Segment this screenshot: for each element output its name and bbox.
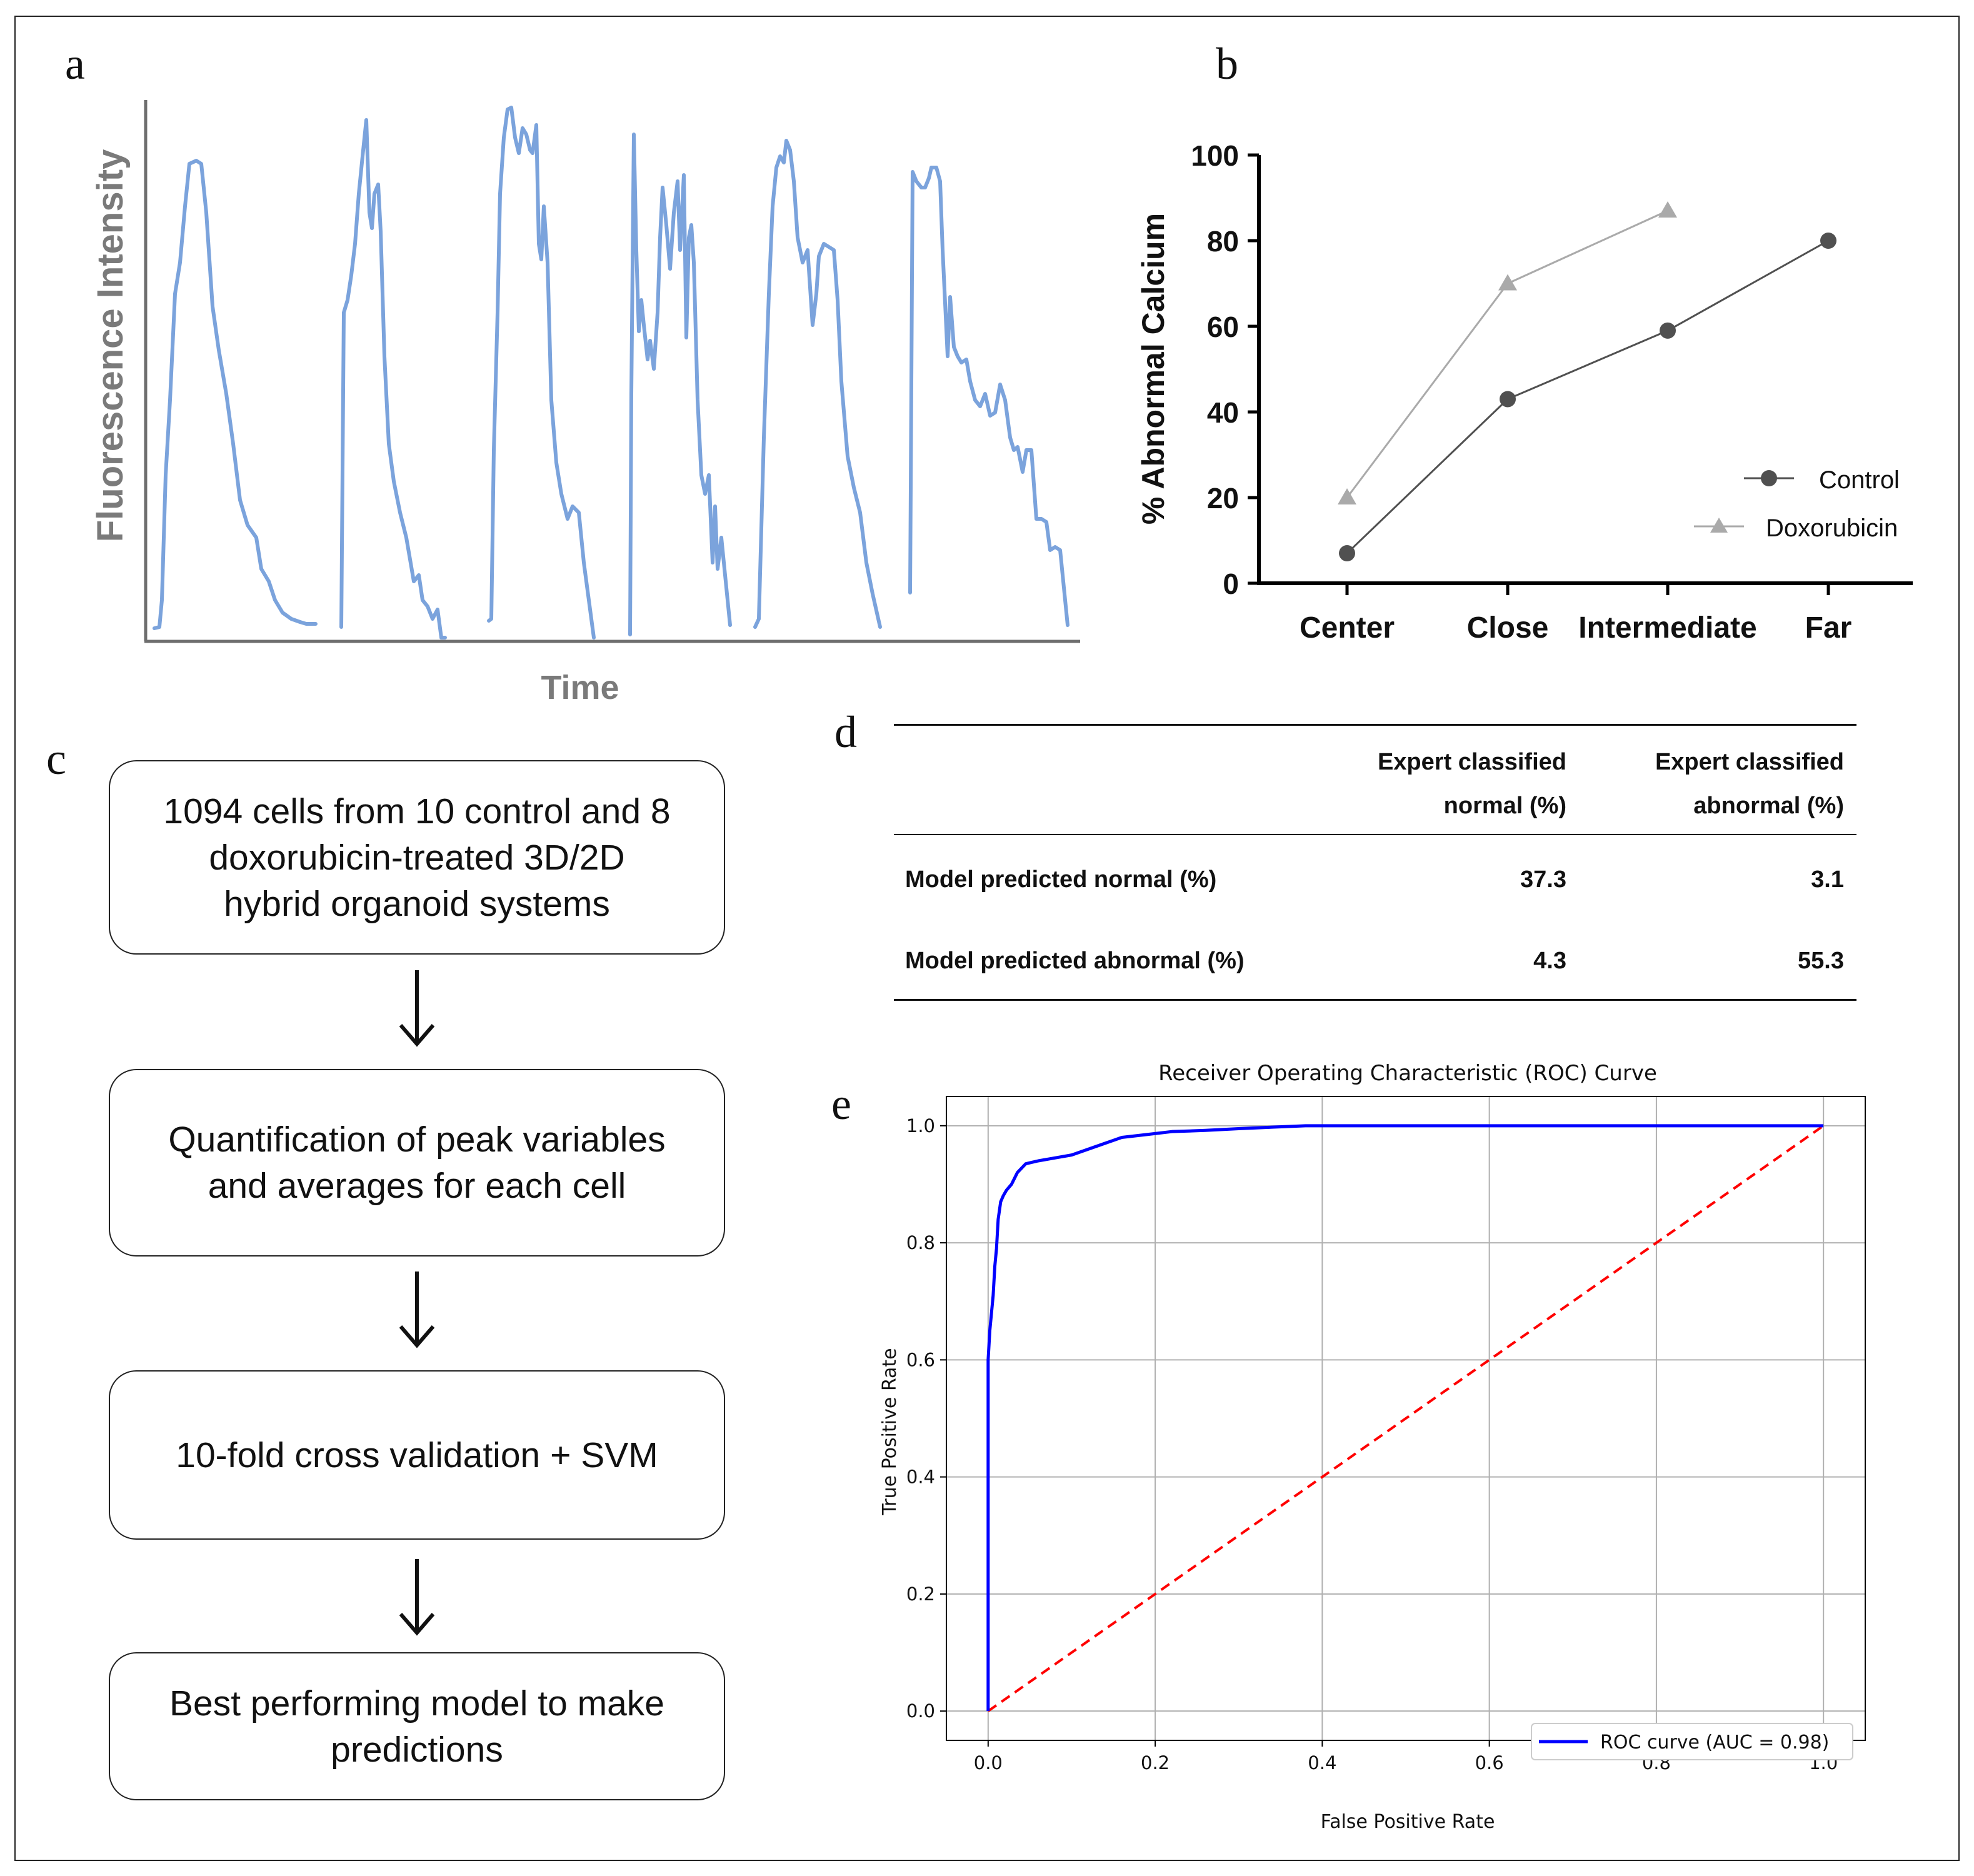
flow-step-4-line-1: Best performing model to make	[169, 1683, 665, 1723]
panel-b-y-tick-label: 80	[1207, 225, 1239, 258]
panel-a-trace-4	[628, 133, 732, 636]
panel-b-x-tick-label: Intermediate	[1578, 611, 1756, 645]
panel-b-y-label: % Abnormal Calcium	[1136, 213, 1171, 524]
panel-b-series-line-doxorubicin	[1346, 209, 1668, 498]
legend-control-marker	[1761, 470, 1777, 486]
flow-arrow-down-icon	[399, 1272, 435, 1348]
legend-control-label: Control	[1819, 466, 1900, 494]
panel-b-point-control	[1339, 545, 1355, 562]
panel-e-y-tick-label: 1.0	[906, 1115, 935, 1136]
panel-b-legend: Control Doxorubicin	[1694, 466, 1900, 542]
panel-e-chart: Receiver Operating Characteristic (ROC) …	[879, 1061, 1866, 1833]
legend-doxorubicin-label: Doxorubicin	[1766, 514, 1898, 542]
table-header-rule	[894, 834, 1856, 835]
table-header-col1-line1: Expert classified	[1377, 749, 1566, 775]
table-row-label: Model predicted normal (%)	[905, 866, 1217, 893]
panel-b-series-line-control	[1346, 239, 1829, 554]
panel-e-x-label: False Positive Rate	[1321, 1811, 1495, 1833]
panel-b-point-control	[1820, 233, 1836, 249]
table-cell: 37.3	[1520, 866, 1566, 893]
panel-e-x-tick-label: 0.6	[1475, 1752, 1504, 1773]
table-cell: 3.1	[1811, 866, 1844, 893]
panel-letter-c: c	[46, 734, 66, 784]
flow-step-4-line-2: predictions	[331, 1729, 503, 1770]
panel-b-y-tick-label: 60	[1207, 311, 1239, 343]
panel-b-y-tick-label: 100	[1191, 139, 1239, 172]
panel-e-roc-curve	[986, 1124, 1824, 1712]
flow-step-2: Quantification of peak variables and ave…	[109, 1069, 725, 1257]
panel-e-title: Receiver Operating Characteristic (ROC) …	[1158, 1061, 1657, 1086]
panel-a-trace-1	[153, 159, 318, 630]
table-header-col2-line1: Expert classified	[1655, 749, 1844, 775]
panel-e-y-tick-label: 0.4	[906, 1467, 935, 1488]
table-header-col2-line2: abnormal (%)	[1693, 793, 1844, 819]
panel-letter-a: a	[65, 39, 85, 89]
panel-a-x-label: Time	[541, 669, 619, 706]
panel-e-y-label: True Positive Rate	[879, 1348, 901, 1515]
table-bottom-rule	[894, 999, 1856, 1001]
table-header-col1-line2: normal (%)	[1443, 793, 1566, 819]
flow-step-1: 1094 cells from 10 control and 8 doxorub…	[109, 760, 725, 955]
table-cell: 4.3	[1533, 948, 1566, 974]
panel-b-x-tick-label: Far	[1805, 611, 1852, 645]
flow-step-1-line-3: hybrid organoid systems	[224, 883, 610, 924]
table-top-rule	[894, 724, 1856, 726]
flow-step-3: 10-fold cross validation + SVM	[109, 1370, 725, 1540]
panel-b-x-tick-label: Center	[1300, 611, 1395, 645]
panel-a-trace-2	[339, 118, 447, 640]
panel-e-y-tick-label: 0.8	[906, 1232, 935, 1253]
flow-step-2-line-2: and averages for each cell	[208, 1166, 626, 1206]
panel-e-x-tick-label: 0.2	[1141, 1752, 1170, 1773]
flow-step-3-line-1: 10-fold cross validation + SVM	[176, 1435, 658, 1475]
panel-b-point-doxorubicin	[1338, 488, 1356, 504]
panel-letter-e: e	[831, 1079, 851, 1129]
panel-a-trace-6	[908, 166, 1070, 627]
panel-b-point-doxorubicin	[1658, 201, 1677, 218]
panel-letter-d: d	[834, 707, 857, 757]
flow-step-4: Best performing model to make prediction…	[109, 1652, 725, 1800]
table-row-label: Model predicted abnormal (%)	[905, 948, 1245, 974]
panel-a-y-label: Fluorescence Intensity	[90, 149, 131, 543]
panel-e-legend: ROC curve (AUC = 0.98)	[1531, 1723, 1853, 1760]
flow-step-2-line-1: Quantification of peak variables	[168, 1120, 666, 1160]
panel-b-x-tick-label: Close	[1467, 611, 1549, 645]
flow-step-1-line-2: doxorubicin-treated 3D/2D	[209, 837, 625, 878]
panel-b-point-control	[1500, 391, 1516, 408]
panel-b-point-doxorubicin	[1498, 274, 1517, 291]
panel-e-legend-box	[1531, 1723, 1853, 1760]
panel-e-x-tick-label: 0.0	[974, 1752, 1003, 1773]
panel-a-trace-5	[753, 139, 882, 629]
table-cell: 55.3	[1798, 948, 1844, 974]
panel-letter-b: b	[1216, 39, 1238, 89]
panel-a-trace-3	[487, 106, 596, 640]
panel-e-chance-line	[987, 1125, 1825, 1712]
panel-b-y-tick-label: 20	[1207, 482, 1239, 514]
panel-e-y-tick-label: 0.0	[906, 1700, 935, 1722]
panel-e-plot-frame	[946, 1096, 1866, 1741]
figure-border	[14, 16, 1960, 1861]
panel-e-legend-label: ROC curve (AUC = 0.98)	[1600, 1732, 1829, 1753]
flow-arrow-down-icon	[399, 970, 435, 1047]
panel-b-y-tick-label: 40	[1207, 396, 1239, 429]
panel-b-y-tick-label: 0	[1223, 568, 1239, 600]
panel-e-x-tick-label: 0.4	[1308, 1752, 1336, 1773]
panel-b-point-control	[1660, 322, 1676, 339]
panel-a-chart: Fluorescence Intensity Time	[90, 100, 1080, 706]
legend-doxorubicin-marker	[1710, 518, 1728, 533]
panel-e-y-tick-label: 0.2	[906, 1583, 935, 1605]
panel-e-y-tick-label: 0.6	[906, 1349, 935, 1370]
flow-arrow-down-icon	[399, 1559, 435, 1636]
flow-step-1-line-1: 1094 cells from 10 control and 8	[163, 791, 671, 831]
panel-b-chart: % Abnormal Calcium 0 20 40 60 80 100 Center Cl…	[1136, 139, 1913, 645]
